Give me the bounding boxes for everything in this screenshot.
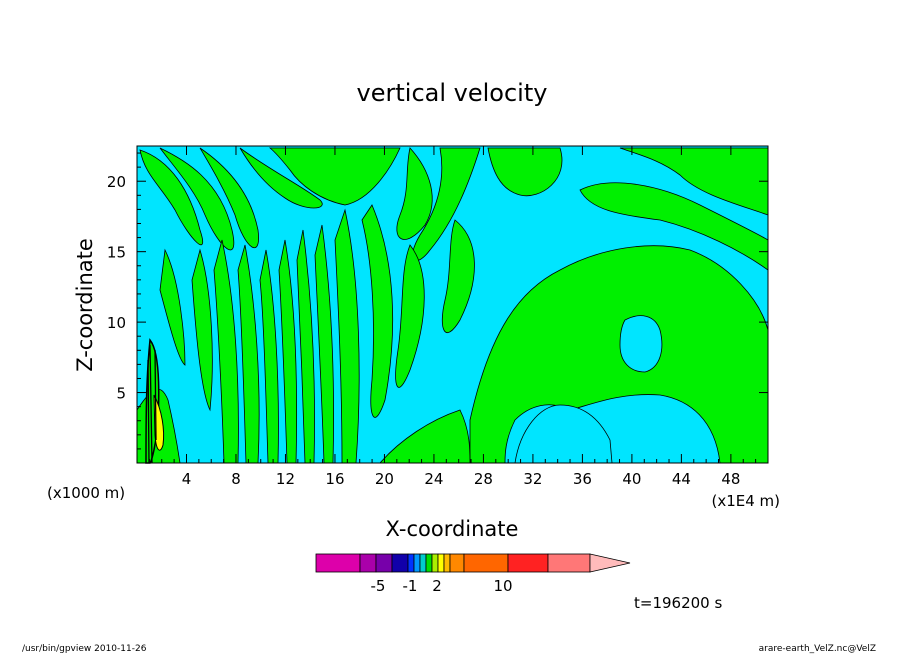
colorbar-swatch — [419, 553, 427, 573]
contour-region — [619, 147, 769, 216]
contour-region — [199, 147, 259, 249]
contour-hole — [514, 404, 613, 464]
colorbar-swatch — [391, 553, 409, 573]
y-tick-label: 5 — [116, 385, 126, 403]
contour-region — [396, 147, 433, 240]
contour-region — [441, 219, 475, 333]
x-tick-label: 36 — [573, 470, 592, 488]
colorbar-tick-label: -5 — [371, 577, 386, 595]
contour-core — [145, 338, 165, 464]
chart-title: vertical velocity — [357, 79, 548, 107]
colorbar-swatch — [547, 553, 591, 573]
x-tick-label: 4 — [182, 470, 192, 488]
y-axis: 5 10 15 20 — [107, 152, 768, 450]
x-tick-label: 20 — [375, 470, 394, 488]
contour-hole — [619, 315, 663, 373]
x-axis-title: X-coordinate — [386, 517, 519, 541]
x-tick-label: 32 — [523, 470, 542, 488]
contour-line — [147, 344, 157, 464]
colorbar-swatch — [443, 553, 451, 573]
y-axis-title: Z-coordinate — [73, 238, 97, 372]
x-tick-label: 40 — [622, 470, 641, 488]
colorbar-tick-label: -1 — [403, 577, 418, 595]
colorbar-swatch — [315, 553, 361, 573]
colorbar-tick-label: 10 — [493, 577, 512, 595]
plot-frame — [136, 145, 769, 464]
x-unit-left: (x1000 m) — [47, 484, 125, 502]
contour-region — [395, 244, 425, 388]
footer-left: /usr/bin/gpview 2010-11-26 — [22, 644, 147, 654]
x-tick-label: 44 — [672, 470, 691, 488]
x-tick-label: 16 — [325, 470, 344, 488]
contour-region — [239, 147, 323, 209]
y-tick-label: 20 — [107, 173, 126, 191]
footer-right: arare-earth_VelZ.nc@VelZ — [759, 644, 876, 654]
colorbar-arrow — [589, 553, 631, 573]
contour-region — [268, 147, 401, 206]
contour-region — [469, 245, 769, 464]
contour-region — [139, 149, 204, 245]
x-tick-label: 12 — [276, 470, 295, 488]
time-label: t=196200 s — [634, 594, 722, 612]
contour-region — [379, 409, 471, 464]
x-axis: 4 8 12 16 20 24 28 32 36 40 44 48 — [148, 146, 757, 488]
colorbar-swatch — [375, 553, 393, 573]
colorbar-swatch — [431, 553, 439, 573]
x-tick-label: 8 — [231, 470, 241, 488]
x-tick-label: 28 — [474, 470, 493, 488]
x-tick-label: 48 — [721, 470, 740, 488]
colorbar-swatch — [413, 553, 421, 573]
contour-region — [361, 204, 394, 418]
contour-region — [487, 147, 563, 197]
colorbar-labels: -5 -1 2 10 — [371, 577, 513, 595]
contour-region — [191, 248, 213, 412]
x-unit-right: (x1E4 m) — [711, 492, 780, 510]
y-tick-label: 10 — [107, 314, 126, 332]
x-tick-label: 24 — [424, 470, 443, 488]
colorbar-swatch — [359, 553, 377, 573]
plot-area — [136, 145, 769, 464]
contour-region — [159, 147, 235, 251]
colorbar-swatch — [407, 553, 415, 573]
colorbar-tick-label: 2 — [432, 577, 442, 595]
contour-region — [159, 248, 186, 366]
colorbar-swatch — [425, 553, 433, 573]
colorbar-swatch — [507, 553, 549, 573]
colorbar-swatch — [463, 553, 509, 573]
y-tick-label: 15 — [107, 244, 126, 262]
colorbar-swatch — [449, 553, 465, 573]
colorbar-swatch — [437, 553, 445, 573]
colorbar — [315, 553, 631, 573]
